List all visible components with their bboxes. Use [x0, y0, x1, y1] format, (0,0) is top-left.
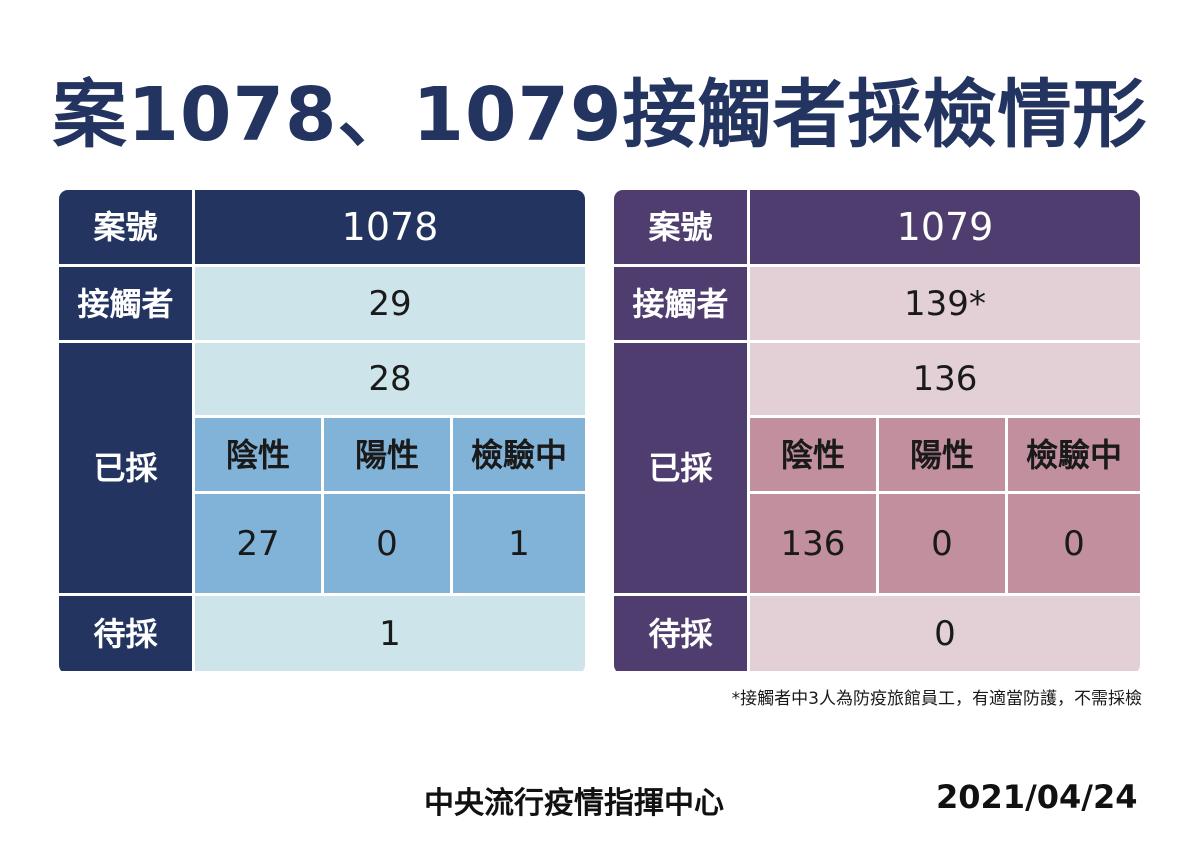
tested-value: 28	[195, 343, 585, 415]
pending-result-label: 檢驗中	[453, 418, 585, 491]
page-title: 案1078、1079接觸者採檢情形	[52, 72, 1148, 158]
pending-result-value: 1	[453, 494, 585, 593]
positive-label: 陽性	[879, 418, 1005, 491]
case-no-label: 案號	[614, 190, 747, 264]
contacts-value: 29	[195, 267, 585, 340]
awaiting-test-value: 0	[750, 596, 1140, 671]
positive-value: 0	[324, 494, 450, 593]
negative-label: 陰性	[195, 418, 321, 491]
publish-date: 2021/04/24	[936, 778, 1138, 816]
case-number: 1078	[195, 190, 585, 264]
negative-label: 陰性	[750, 418, 876, 491]
negative-value: 136	[750, 494, 876, 593]
tested-label: 已採	[59, 343, 192, 593]
case-1079-table: 案號 1079 接觸者 139* 已採 136 陰性 陽性 檢驗中 136 0 …	[614, 190, 1140, 674]
awaiting-test-label: 待採	[59, 596, 192, 671]
contacts-label: 接觸者	[59, 267, 192, 340]
contacts-value: 139*	[750, 267, 1140, 340]
tested-value: 136	[750, 343, 1140, 415]
case-no-label: 案號	[59, 190, 192, 264]
pending-result-label: 檢驗中	[1008, 418, 1140, 491]
case-number: 1079	[750, 190, 1140, 264]
negative-value: 27	[195, 494, 321, 593]
awaiting-test-label: 待採	[614, 596, 747, 671]
contacts-label: 接觸者	[614, 267, 747, 340]
positive-value: 0	[879, 494, 1005, 593]
organization-name: 中央流行疫情指揮中心	[424, 786, 724, 821]
awaiting-test-value: 1	[195, 596, 585, 671]
positive-label: 陽性	[324, 418, 450, 491]
footnote: *接觸者中3人為防疫旅館員工，有適當防護，不需採檢	[731, 689, 1142, 709]
case-1078-table: 案號 1078 接觸者 29 已採 28 陰性 陽性 檢驗中 27 0 1 待採…	[59, 190, 585, 674]
pending-result-value: 0	[1008, 494, 1140, 593]
tested-label: 已採	[614, 343, 747, 593]
